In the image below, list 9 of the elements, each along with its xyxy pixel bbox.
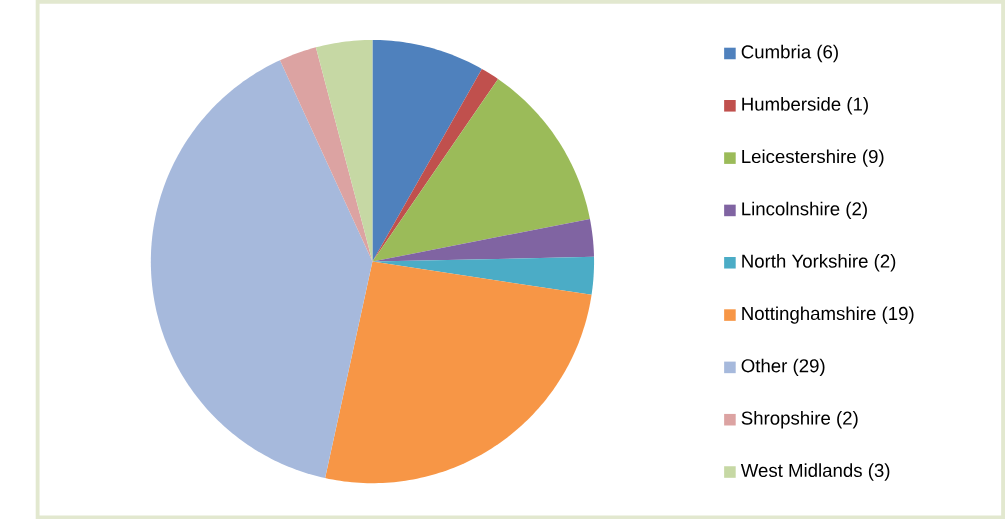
legend-label: Humberside (1) [742, 96, 868, 115]
legend-label: Other (29) [741, 358, 825, 376]
legend-label: West Midlands (3) [740, 463, 890, 481]
legend-label: Leicestershire (9) [742, 149, 884, 167]
legend-label: Nottinghamshire (19) [742, 306, 914, 324]
legend-label: Lincolnshire (2) [742, 201, 867, 219]
legend-label: Cumbria (6) [741, 44, 838, 63]
legend-label: Shropshire (2) [741, 410, 858, 429]
legend-label: North Yorkshire (2) [742, 253, 896, 272]
